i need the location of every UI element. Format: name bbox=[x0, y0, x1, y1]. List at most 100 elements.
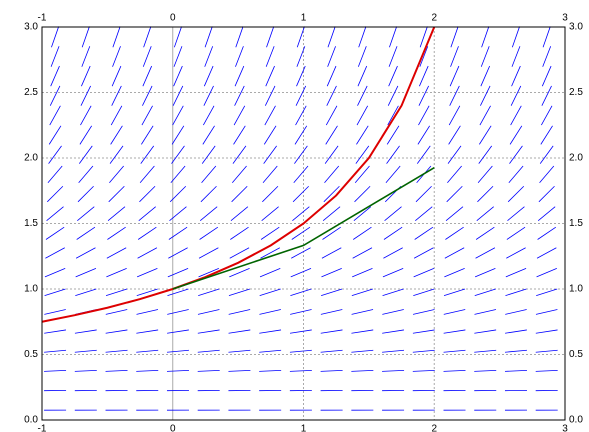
slope-segment bbox=[142, 65, 153, 87]
slope-segment bbox=[200, 185, 217, 203]
slope-segment bbox=[412, 329, 435, 334]
slope-segment bbox=[443, 329, 466, 334]
y-tick-label: 2.0 bbox=[569, 153, 583, 164]
slope-segment bbox=[478, 145, 493, 164]
slope-segment bbox=[480, 85, 491, 106]
slope-segment bbox=[412, 309, 435, 315]
slope-segment bbox=[198, 267, 219, 278]
slope-segment bbox=[480, 46, 490, 67]
slope-segment bbox=[142, 85, 153, 106]
slope-segment bbox=[201, 165, 217, 184]
slope-segment bbox=[138, 206, 156, 222]
slope-segment bbox=[173, 65, 183, 87]
slope-segment bbox=[295, 105, 307, 126]
x-tick-label: 3 bbox=[562, 13, 568, 24]
slope-segment bbox=[322, 226, 341, 240]
slope-segment bbox=[292, 206, 310, 222]
slope-segment bbox=[415, 185, 432, 203]
slope-segment bbox=[325, 125, 338, 145]
slope-segment bbox=[539, 145, 554, 164]
slope-segment bbox=[326, 85, 337, 106]
slope-segment bbox=[171, 125, 185, 145]
slope-segment bbox=[203, 65, 214, 87]
slope-segment bbox=[354, 165, 370, 184]
slope-segment bbox=[351, 349, 374, 353]
slope-segment bbox=[136, 267, 158, 278]
slope-segment bbox=[475, 226, 495, 240]
y-tick-label: 2.0 bbox=[24, 153, 38, 164]
slope-segment bbox=[387, 105, 399, 126]
slope-segment bbox=[80, 85, 91, 106]
slope-segment bbox=[139, 185, 156, 203]
slope-segment bbox=[447, 165, 462, 184]
slope-segment bbox=[136, 329, 159, 334]
slope-segment bbox=[443, 349, 466, 353]
slope-segment bbox=[320, 369, 343, 372]
slope-segment bbox=[233, 125, 246, 145]
slope-segment bbox=[417, 125, 431, 145]
slope-segment bbox=[535, 309, 558, 315]
slope-segment bbox=[450, 46, 459, 67]
slope-segment bbox=[383, 247, 403, 259]
slope-segment bbox=[412, 349, 435, 353]
slope-segment bbox=[169, 206, 187, 222]
slope-segment bbox=[232, 145, 247, 164]
slope-segment bbox=[413, 247, 434, 259]
y-tick-label: 2.5 bbox=[569, 87, 583, 98]
slope-segment bbox=[172, 85, 184, 106]
slope-segment bbox=[290, 267, 312, 278]
slope-segment bbox=[75, 247, 96, 259]
y-tick-label: 3.0 bbox=[569, 22, 583, 33]
slope-segment bbox=[48, 145, 62, 164]
slope-segment bbox=[198, 247, 219, 259]
slope-segment bbox=[445, 206, 464, 222]
slope-segment bbox=[107, 226, 126, 240]
slope-segment bbox=[475, 247, 496, 259]
slope-segment bbox=[480, 65, 490, 87]
x-tick-label: 2 bbox=[431, 424, 437, 432]
slope-segment bbox=[235, 26, 244, 48]
slope-segment bbox=[228, 349, 251, 353]
slope-segment bbox=[289, 349, 312, 353]
slope-segment bbox=[474, 329, 497, 334]
x-tick-label: 3 bbox=[562, 424, 568, 432]
slope-segment bbox=[388, 46, 398, 67]
slope-segment bbox=[264, 85, 276, 106]
slope-segment bbox=[535, 329, 558, 334]
slope-segment bbox=[173, 26, 182, 48]
slope-segment bbox=[541, 65, 552, 87]
slope-segment bbox=[538, 185, 555, 203]
slope-segment bbox=[445, 226, 464, 240]
slope-segment bbox=[105, 369, 128, 372]
slope-segment bbox=[320, 349, 343, 353]
slope-segment bbox=[294, 145, 308, 164]
slope-segment bbox=[110, 125, 123, 145]
slope-segment bbox=[259, 349, 282, 353]
slope-segment bbox=[535, 369, 558, 372]
slope-segment bbox=[45, 247, 65, 259]
slope-segment bbox=[295, 85, 307, 106]
slope-segment bbox=[136, 288, 158, 296]
slope-segment bbox=[109, 165, 124, 184]
slope-segment bbox=[291, 247, 311, 259]
slope-segment bbox=[228, 288, 251, 296]
slope-segment bbox=[539, 165, 555, 184]
slope-segment bbox=[106, 267, 127, 278]
slope-segment bbox=[296, 26, 305, 48]
slope-segment bbox=[75, 267, 97, 278]
slope-segment bbox=[204, 26, 213, 48]
slope-segment bbox=[262, 185, 279, 203]
y-tick-label: 3.0 bbox=[24, 22, 38, 33]
slope-segment bbox=[140, 145, 155, 164]
slope-segment bbox=[418, 85, 429, 106]
slope-segment bbox=[173, 46, 183, 67]
slope-segment bbox=[49, 85, 61, 106]
slope-segment bbox=[384, 206, 402, 222]
slope-segment bbox=[46, 185, 64, 203]
slope-segment bbox=[536, 288, 558, 296]
slope-segment bbox=[137, 247, 158, 259]
slope-segment bbox=[509, 145, 523, 164]
x-tick-label: 1 bbox=[301, 13, 307, 24]
slope-segment bbox=[479, 105, 491, 126]
slope-segment bbox=[202, 125, 215, 145]
